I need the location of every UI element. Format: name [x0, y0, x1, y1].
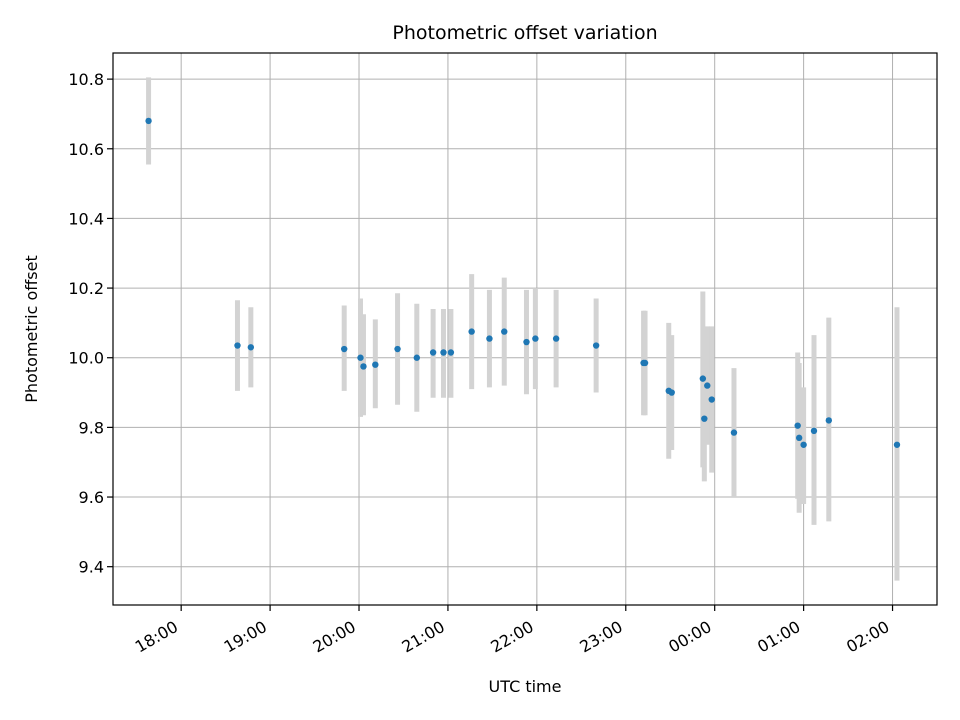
y-tick-label: 10.6: [68, 140, 104, 159]
data-point: [893, 441, 901, 448]
data-point: [394, 345, 401, 353]
data-point: [810, 427, 818, 435]
data-point: [592, 342, 600, 349]
x-axis-label: UTC time: [489, 677, 562, 696]
y-tick-label: 9.4: [79, 558, 104, 577]
x-axis: 18:00 19:00 20:00 21:00 22:00 23:00 00:00 01:00…: [132, 605, 894, 657]
data-point: [486, 335, 493, 342]
data-point: [800, 441, 807, 448]
x-tick-label: 23:00: [576, 617, 625, 657]
y-tick-label: 10.8: [68, 70, 104, 89]
x-tick-label: 01:00: [754, 617, 803, 657]
data-point: [552, 335, 560, 342]
data-point: [708, 396, 715, 403]
data-point: [145, 117, 152, 125]
data-point: [730, 429, 738, 436]
y-tick-label: 10.2: [68, 279, 104, 298]
data-point: [357, 354, 364, 361]
data-point: [372, 361, 379, 368]
data-point: [234, 342, 241, 349]
x-tick-label: 00:00: [665, 617, 714, 657]
data-point: [532, 335, 539, 342]
data-point: [641, 359, 649, 367]
data-point: [704, 382, 711, 389]
data-point: [523, 338, 530, 346]
chart-title: Photometric offset variation: [392, 22, 657, 44]
y-axis: 9.4 9.6 9.8 10.0 10.2 10.4 10.6 10.8: [68, 70, 113, 577]
data-point: [340, 345, 348, 353]
errorbars: [146, 77, 900, 581]
x-tick-label: 22:00: [487, 617, 536, 657]
x-tick-label: 02:00: [843, 617, 892, 657]
data-point: [429, 349, 437, 356]
x-tick-label: 19:00: [221, 617, 270, 657]
data-point: [440, 349, 447, 356]
data-point: [447, 349, 455, 356]
data-point: [668, 389, 675, 396]
y-tick-label: 10.4: [68, 209, 104, 228]
x-tick-label: 21:00: [399, 617, 448, 657]
y-axis-label: Photometric offset: [22, 255, 41, 403]
y-tick-label: 9.8: [79, 418, 104, 437]
data-point: [468, 328, 475, 335]
data-point: [825, 417, 833, 424]
data-point: [794, 422, 801, 429]
data-point: [360, 363, 367, 370]
data-points: [145, 117, 901, 448]
data-point: [701, 415, 708, 422]
data-point: [699, 375, 707, 382]
data-point: [501, 328, 508, 335]
data-point: [247, 344, 255, 351]
x-tick-label: 20:00: [310, 617, 359, 657]
x-tick-label: 18:00: [132, 617, 181, 657]
y-tick-label: 10.0: [68, 349, 104, 368]
plot-frame: [112, 52, 938, 606]
data-point: [413, 354, 421, 361]
data-point: [795, 434, 803, 442]
y-tick-label: 9.6: [79, 488, 104, 507]
